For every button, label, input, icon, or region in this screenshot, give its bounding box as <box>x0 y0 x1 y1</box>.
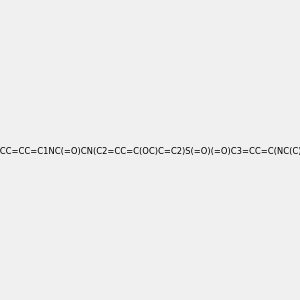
Text: CCCC1=CC=CC=C1NC(=O)CN(C2=CC=C(OC)C=C2)S(=O)(=O)C3=CC=C(NC(C)=O)C=C3: CCCC1=CC=CC=C1NC(=O)CN(C2=CC=C(OC)C=C2)S… <box>0 147 300 156</box>
